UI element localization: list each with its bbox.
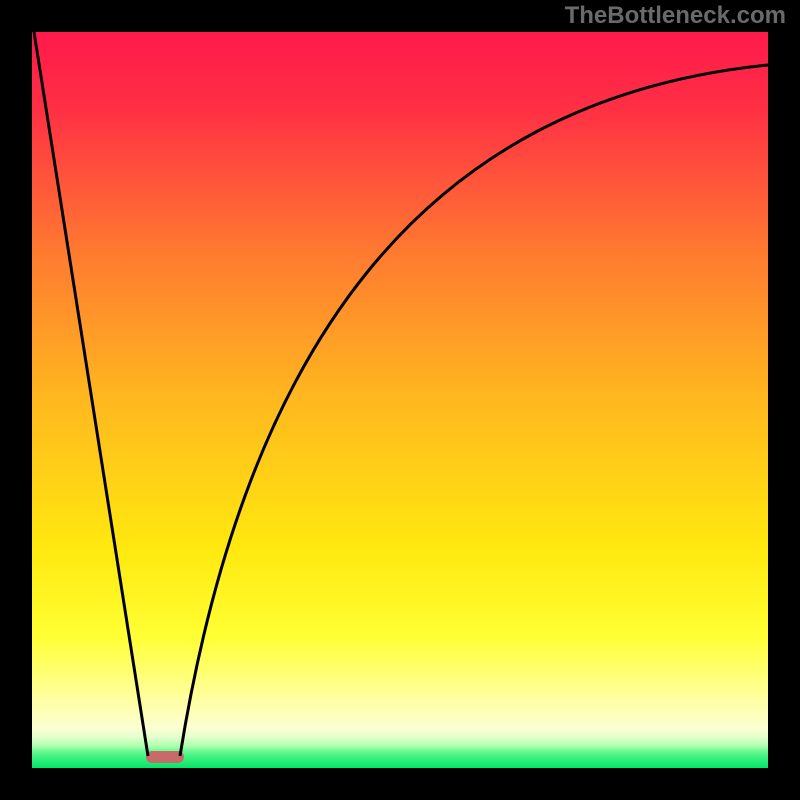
plot-background bbox=[32, 32, 768, 768]
chart-container: TheBottleneck.com bbox=[0, 0, 800, 800]
bottleneck-chart bbox=[0, 0, 800, 800]
watermark-text: TheBottleneck.com bbox=[565, 2, 786, 30]
optimal-marker bbox=[146, 751, 184, 763]
